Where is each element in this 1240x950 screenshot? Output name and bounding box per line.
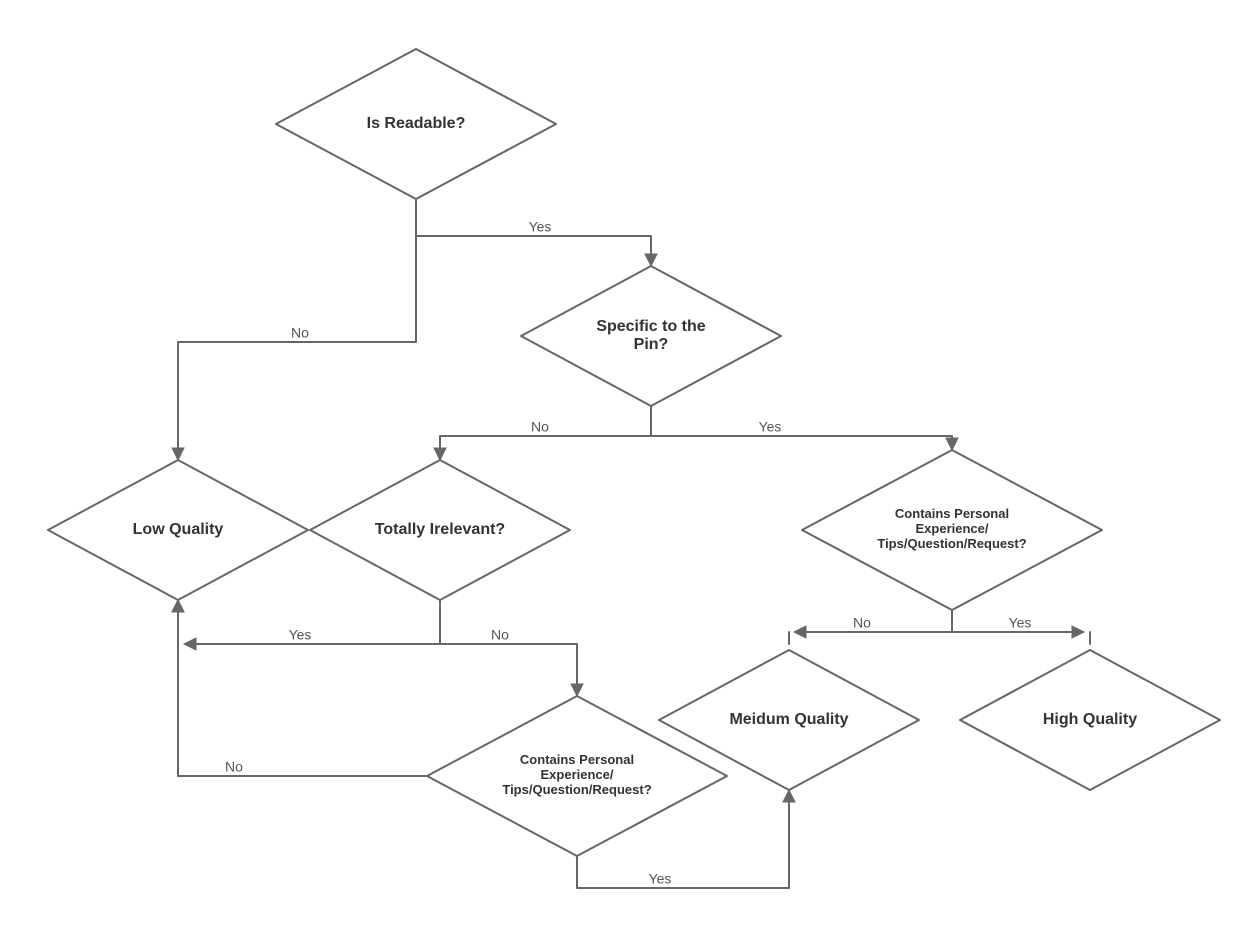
node-highq: High Quality (960, 650, 1220, 790)
edge-label-readable-no: No (291, 325, 309, 341)
node-readable: Is Readable? (276, 49, 556, 199)
edge-irrelevant-no: No (440, 600, 583, 696)
node-label-lowq: Low Quality (133, 521, 224, 538)
flowchart-canvas: Yes No No Yes Yes No No Yes No Yes Is Readable? Sp… (0, 0, 1240, 950)
edge-readable-yes: Yes (416, 199, 657, 266)
node-cpe_right: Contains PersonalExperience/Tips/Questio… (802, 450, 1102, 610)
node-label-highq: High Quality (1043, 711, 1137, 728)
edge-readable-no: No (172, 199, 416, 460)
node-label-irrelevant: Totally Irelevant? (375, 521, 505, 538)
edge-label-cpe-left-no: No (225, 759, 243, 775)
edge-label-irrelevant-yes: Yes (289, 627, 312, 643)
edge-cpe-right-yes: Yes (952, 610, 1090, 644)
node-irrelevant: Totally Irelevant? (310, 460, 570, 600)
edge-specific-yes: Yes (651, 406, 958, 450)
edge-label-irrelevant-no: No (491, 627, 509, 643)
edge-label-cpe-right-no: No (853, 615, 871, 631)
node-label-readable: Is Readable? (367, 115, 466, 132)
edge-specific-no: No (434, 406, 651, 460)
edge-label-cpe-left-yes: Yes (649, 871, 672, 887)
edge-label-cpe-right-yes: Yes (1009, 615, 1032, 631)
edge-irrelevant-yes: Yes (172, 600, 440, 650)
edge-label-specific-yes: Yes (759, 419, 782, 435)
node-label-medq: Meidum Quality (729, 711, 848, 728)
node-specific: Specific to thePin? (521, 266, 781, 406)
edge-label-readable-yes: Yes (529, 219, 552, 235)
edge-label-specific-no: No (531, 419, 549, 435)
node-lowq: Low Quality (48, 460, 308, 600)
edge-cpe-right-no: No (789, 610, 952, 644)
nodes-layer: Is Readable? Specific to thePin? Low Quali… (48, 49, 1220, 856)
